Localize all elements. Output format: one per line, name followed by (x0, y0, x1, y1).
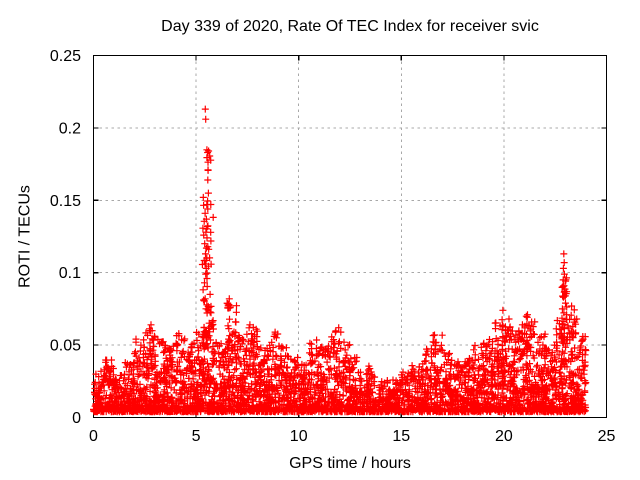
x-tick-label: 5 (192, 428, 201, 445)
scatter-data-points (90, 105, 590, 416)
plot-border (92, 54, 608, 419)
y-tick-label: 0.1 (59, 265, 81, 282)
x-tick-label: 10 (290, 428, 308, 445)
x-tick-label: 20 (495, 428, 513, 445)
y-tick-label: 0.05 (50, 338, 81, 355)
x-tick-label: 0 (89, 428, 98, 445)
y-tick-label: 0.25 (50, 48, 81, 65)
chart-title: Day 339 of 2020, Rate Of TEC Index for r… (161, 18, 539, 35)
y-axis-label: ROTI / TECUs (17, 185, 34, 288)
y-tick-label: 0.2 (59, 120, 81, 137)
x-tick-label: 25 (598, 428, 616, 445)
y-tick-label: 0.15 (50, 193, 81, 210)
x-tick-label: 15 (392, 428, 410, 445)
grid-lines (93, 55, 607, 418)
tick-labels: 0 5 10 15 20 25 0 0.05 0.1 0.15 0.2 0.25 (50, 48, 616, 445)
y-tick-label: 0 (72, 410, 81, 427)
x-axis-label: GPS time / hours (289, 455, 411, 472)
